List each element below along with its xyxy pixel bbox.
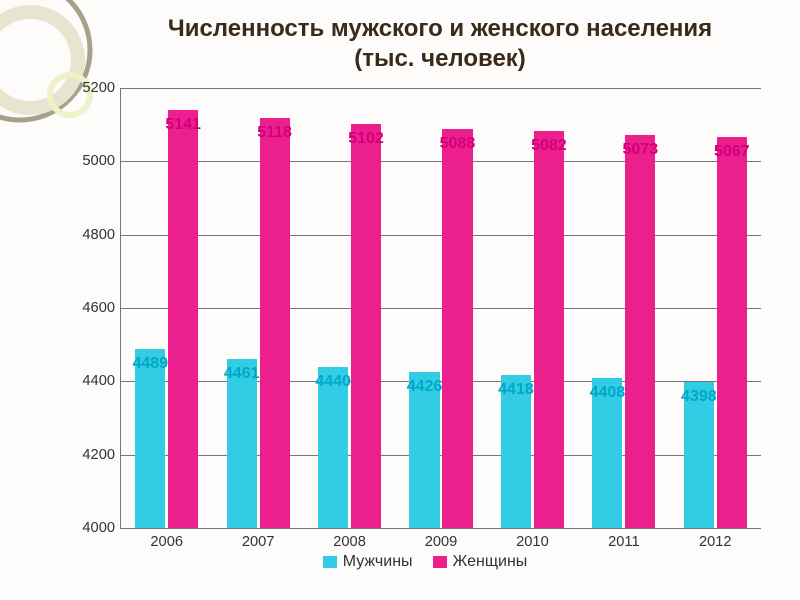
bar-female: 5082 (534, 131, 564, 528)
y-tick-label: 4400 (82, 373, 115, 389)
bar-male: 4408 (592, 378, 622, 528)
y-tick-label: 4600 (82, 300, 115, 316)
gridline (121, 161, 761, 162)
gridline (121, 455, 761, 456)
x-tick-label: 2006 (150, 534, 183, 550)
chart-title: Численность мужского и женского населени… (100, 14, 780, 74)
x-tick-label: 2007 (242, 534, 275, 550)
y-tick-label: 5000 (82, 153, 115, 169)
legend-swatch (323, 556, 337, 568)
bar-value-label: 5118 (257, 124, 292, 142)
bar-male: 4440 (318, 367, 348, 528)
legend-label: Мужчины (343, 553, 413, 571)
bar-male: 4418 (501, 375, 531, 528)
bar-value-label: 4489 (132, 355, 168, 373)
title-line-2: (тыс. человек) (100, 44, 780, 74)
title-line-1: Численность мужского и женского населени… (100, 14, 780, 44)
x-tick-label: 2010 (516, 534, 549, 550)
bar-value-label: 4440 (315, 373, 351, 391)
bar-value-label: 5088 (440, 135, 476, 153)
bar-value-label: 5102 (348, 130, 384, 148)
bar-female: 5088 (442, 129, 472, 528)
bar-value-label: 4398 (681, 388, 717, 406)
plot-region: 4000420044004600480050005200200644895141… (120, 88, 761, 529)
chart-area: 4000 4200 4400 4600 4800 5000 5200 2006 4489 5141… (80, 78, 770, 578)
y-tick-label: 4800 (82, 227, 115, 243)
y-tick-label: 4000 (82, 520, 115, 536)
bar-value-label: 4408 (590, 384, 626, 402)
bar-value-label: 5141 (165, 116, 201, 134)
bar-value-label: 5067 (714, 143, 750, 161)
bar-male: 4426 (409, 372, 439, 528)
legend-swatch (433, 556, 447, 568)
bar-value-label: 5073 (623, 141, 659, 159)
bar-male: 4489 (135, 349, 165, 528)
y-tick-label: 5200 (82, 80, 115, 96)
gridline (121, 308, 761, 309)
legend-item: Мужчины (323, 553, 413, 571)
bar-value-label: 4426 (407, 378, 443, 396)
bar-male: 4398 (684, 382, 714, 528)
x-tick-label: 2009 (425, 534, 458, 550)
bar-female: 5118 (260, 118, 290, 528)
gridline (121, 88, 761, 89)
bar-female: 5141 (168, 110, 198, 528)
bar-female: 5102 (351, 124, 381, 528)
bar-female: 5073 (625, 135, 655, 528)
x-tick-label: 2011 (608, 534, 640, 550)
bar-female: 5067 (717, 137, 747, 528)
bar-value-label: 4461 (224, 365, 260, 383)
bar-value-label: 4418 (498, 381, 534, 399)
legend: Мужчины Женщины (80, 553, 770, 571)
bar-value-label: 5082 (531, 137, 567, 155)
y-tick-label: 4200 (82, 447, 115, 463)
bar-male: 4461 (227, 359, 257, 528)
legend-label: Женщины (453, 553, 528, 571)
gridline (121, 235, 761, 236)
legend-item: Женщины (433, 553, 528, 571)
x-tick-label: 2008 (333, 534, 366, 550)
x-tick-label: 2012 (699, 534, 732, 550)
